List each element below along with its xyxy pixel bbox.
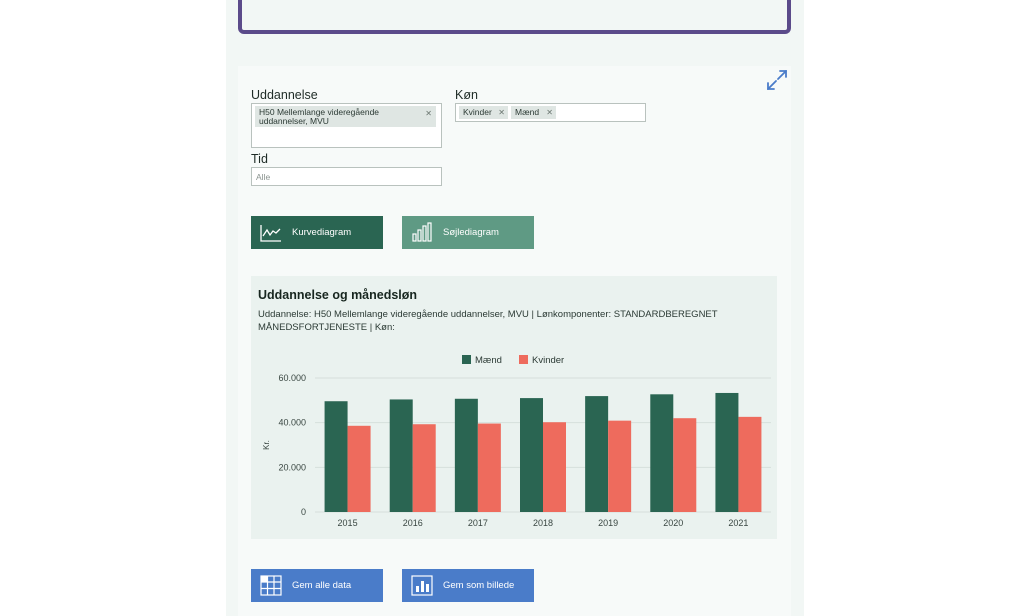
- bar-kvinder: [608, 420, 632, 512]
- bar-kvinder: [543, 422, 566, 512]
- previous-section-card: [238, 0, 791, 34]
- time-select[interactable]: Alle: [251, 167, 442, 186]
- remove-chip-icon[interactable]: ✕: [498, 108, 505, 117]
- bar-maend: [454, 398, 478, 512]
- bar-chart-button-label: Søjlediagram: [443, 227, 499, 238]
- education-chip-label: H50 Mellemlange videregående uddannelser…: [259, 107, 380, 126]
- gender-chip-kvinder: Kvinder ✕: [459, 106, 508, 119]
- y-axis-label: Kr.: [262, 440, 271, 450]
- remove-chip-icon[interactable]: ✕: [546, 108, 553, 117]
- remove-chip-icon[interactable]: ✕: [425, 109, 432, 118]
- bar-kvinder: [412, 424, 436, 512]
- bar-maend: [650, 394, 674, 512]
- x-tick-label: 2016: [403, 518, 423, 528]
- y-tick-label: 20.000: [278, 462, 306, 472]
- education-chip: H50 Mellemlange videregående uddannelser…: [255, 106, 436, 127]
- save-as-image-label: Gem som billede: [443, 580, 515, 591]
- bar-maend: [585, 396, 609, 512]
- x-tick-label: 2017: [468, 518, 488, 528]
- x-tick-label: 2020: [663, 518, 683, 528]
- save-all-data-label: Gem alle data: [292, 580, 352, 591]
- expand-icon[interactable]: [766, 69, 788, 91]
- bar-chart: 0 20.000 40.000 60.000 Kr. 2015 2016 2017 2018 20…: [262, 355, 771, 528]
- bar-chart-button[interactable]: Søjlediagram: [402, 216, 534, 249]
- bar-kvinder: [738, 416, 762, 512]
- bar-kvinder: [477, 423, 501, 512]
- bar-kvinder: [673, 418, 697, 512]
- bar-kvinder: [347, 425, 371, 512]
- x-tick-label: 2019: [598, 518, 618, 528]
- bar-maend: [520, 398, 543, 512]
- line-chart-icon: [260, 225, 281, 242]
- bar-maend: [715, 392, 739, 512]
- save-as-image-button[interactable]: Gem som billede: [402, 569, 534, 602]
- education-label: Uddannelse: [251, 88, 318, 102]
- x-tick-label: 2018: [533, 518, 553, 528]
- legend-swatch: [519, 355, 528, 364]
- bar-chart-icon: [412, 222, 432, 242]
- chart-title: Uddannelse og månedsløn: [258, 288, 418, 302]
- y-tick-label: 40.000: [278, 418, 306, 428]
- line-chart-button-label: Kurvediagram: [292, 227, 352, 238]
- legend-label: Mænd: [475, 355, 502, 366]
- gender-chip-maend: Mænd ✕: [511, 106, 556, 119]
- bar-maend: [389, 399, 413, 512]
- bar-maend: [324, 401, 348, 512]
- time-label: Tid: [251, 152, 268, 166]
- gender-chip-label: Mænd: [515, 107, 540, 117]
- legend-label: Kvinder: [532, 355, 564, 366]
- chart-subtitle: Uddannelse: H50 Mellemlange videregående…: [258, 309, 718, 333]
- x-tick-label: 2021: [728, 518, 748, 528]
- line-chart-button[interactable]: Kurvediagram: [251, 216, 383, 249]
- x-tick-label: 2015: [338, 518, 358, 528]
- gender-label: Køn: [455, 88, 478, 102]
- table-icon: [260, 575, 282, 596]
- save-all-data-button[interactable]: Gem alle data: [251, 569, 383, 602]
- legend-swatch: [462, 355, 471, 364]
- image-chart-icon: [411, 575, 433, 596]
- time-placeholder: Alle: [256, 172, 271, 182]
- y-tick-label: 60.000: [278, 373, 306, 383]
- gender-chip-label: Kvinder: [463, 107, 492, 117]
- y-tick-label: 0: [301, 507, 306, 517]
